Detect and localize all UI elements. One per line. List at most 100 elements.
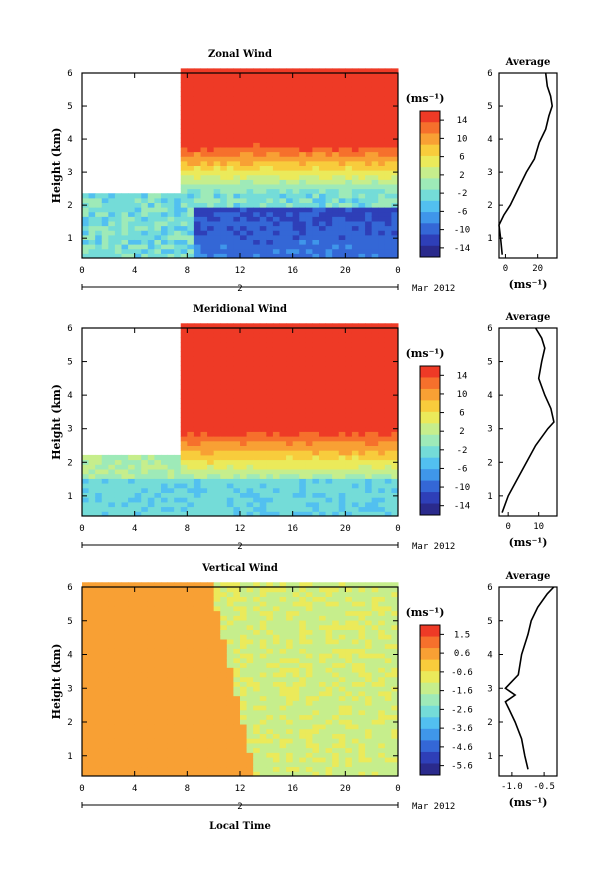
heatmap-cell [200, 123, 208, 129]
heatmap-cell [259, 407, 267, 414]
day-label: 2 [237, 542, 242, 552]
heatmap-cell [358, 216, 366, 222]
heatmap-cell [213, 648, 221, 654]
heatmap-cell [299, 629, 307, 635]
heatmap-cell [154, 234, 162, 240]
heatmap-cell [154, 492, 162, 498]
heatmap-cell [384, 119, 392, 125]
heatmap-cell [161, 620, 169, 626]
heatmap-cell [246, 188, 254, 194]
heatmap-cell [141, 473, 149, 479]
heatmap-cell [325, 601, 333, 607]
heatmap-cell [253, 82, 261, 88]
heatmap-cell [338, 202, 346, 208]
heatmap-cell [147, 248, 155, 254]
average-y-tick-label: 1 [487, 492, 492, 502]
heatmap-cell [365, 133, 373, 139]
heatmap-cell [207, 761, 215, 768]
heatmap-cell [266, 389, 274, 395]
heatmap-cell [154, 202, 162, 208]
heatmap-cell [174, 193, 182, 199]
heatmap-cell [305, 714, 313, 720]
heatmap-cell [384, 137, 392, 143]
heatmap-cell [305, 766, 313, 772]
heatmap-cell [207, 160, 215, 166]
heatmap-cell [305, 170, 313, 176]
heatmap-cell [378, 179, 386, 185]
heatmap-cell [213, 123, 221, 129]
heatmap-cell [207, 587, 215, 593]
heatmap-cell [378, 170, 386, 176]
heatmap-cell [312, 128, 320, 134]
heatmap-cell [286, 473, 294, 479]
heatmap-cell [345, 705, 353, 711]
heatmap-cell [207, 370, 215, 376]
heatmap-cell [233, 681, 241, 687]
heatmap-cell [82, 478, 90, 484]
heatmap-cell [207, 151, 215, 157]
heatmap-cell [292, 714, 300, 720]
average-y-tick-label: 1 [487, 234, 492, 244]
heatmap-cell [180, 473, 188, 479]
heatmap-cell [200, 105, 208, 111]
heatmap-cell [121, 216, 129, 222]
heatmap-cell [391, 91, 399, 97]
heatmap-cell [141, 700, 149, 706]
heatmap-cell [193, 596, 201, 602]
heatmap-cell [226, 436, 234, 442]
heatmap-cell [272, 248, 280, 254]
heatmap-cell [384, 469, 392, 475]
heatmap-cell [332, 193, 340, 199]
heatmap-cell [108, 193, 116, 199]
heatmap-cell [345, 634, 353, 640]
heatmap-cell [193, 360, 201, 367]
heatmap-cell [207, 403, 215, 409]
heatmap-cell [272, 728, 280, 734]
heatmap-cell [95, 248, 103, 254]
heatmap-cell [108, 459, 116, 465]
heatmap-cell [358, 105, 366, 111]
heatmap-cell [378, 351, 386, 357]
heatmap-cell [180, 193, 188, 199]
heatmap-cell [319, 506, 327, 512]
heatmap-cell [141, 601, 149, 607]
heatmap-cell [193, 582, 201, 588]
heatmap-cell [240, 766, 248, 772]
heatmap-cell [200, 483, 208, 489]
heatmap-cell [312, 239, 320, 245]
heatmap-cell [187, 733, 195, 739]
heatmap-cell [108, 634, 116, 640]
heatmap-cell [378, 188, 386, 194]
heatmap-cell [114, 672, 122, 678]
heatmap-cell [312, 160, 320, 166]
heatmap-cell [351, 370, 359, 376]
heatmap-cell [246, 643, 254, 649]
heatmap-cell [207, 86, 215, 92]
heatmap-cell [325, 73, 333, 79]
heatmap-cell [108, 624, 116, 631]
heatmap-cell [220, 662, 228, 668]
heatmap-cell [266, 610, 274, 616]
heatmap-cell [286, 100, 294, 106]
heatmap-cell [108, 700, 116, 706]
heatmap-cell [391, 151, 399, 157]
heatmap-cell [319, 728, 327, 734]
heatmap-cell [358, 356, 366, 362]
heatmap-cell [266, 591, 274, 597]
heatmap-cell [213, 398, 221, 404]
heatmap-cell [154, 459, 162, 465]
heatmap-cell [141, 690, 149, 697]
heatmap-cell [292, 761, 300, 768]
heatmap-cell [161, 239, 169, 245]
heatmap-cell [167, 771, 175, 777]
heatmap-cell [351, 82, 359, 88]
heatmap-cell [187, 686, 195, 692]
heatmap-cell [319, 620, 327, 626]
heatmap-cell [286, 407, 294, 414]
heatmap-cell [121, 605, 129, 612]
heatmap-cell [384, 389, 392, 395]
heatmap-cell [272, 417, 280, 423]
heatmap-cell [147, 752, 155, 758]
heatmap-cell [174, 202, 182, 208]
heatmap-cell [220, 643, 228, 649]
